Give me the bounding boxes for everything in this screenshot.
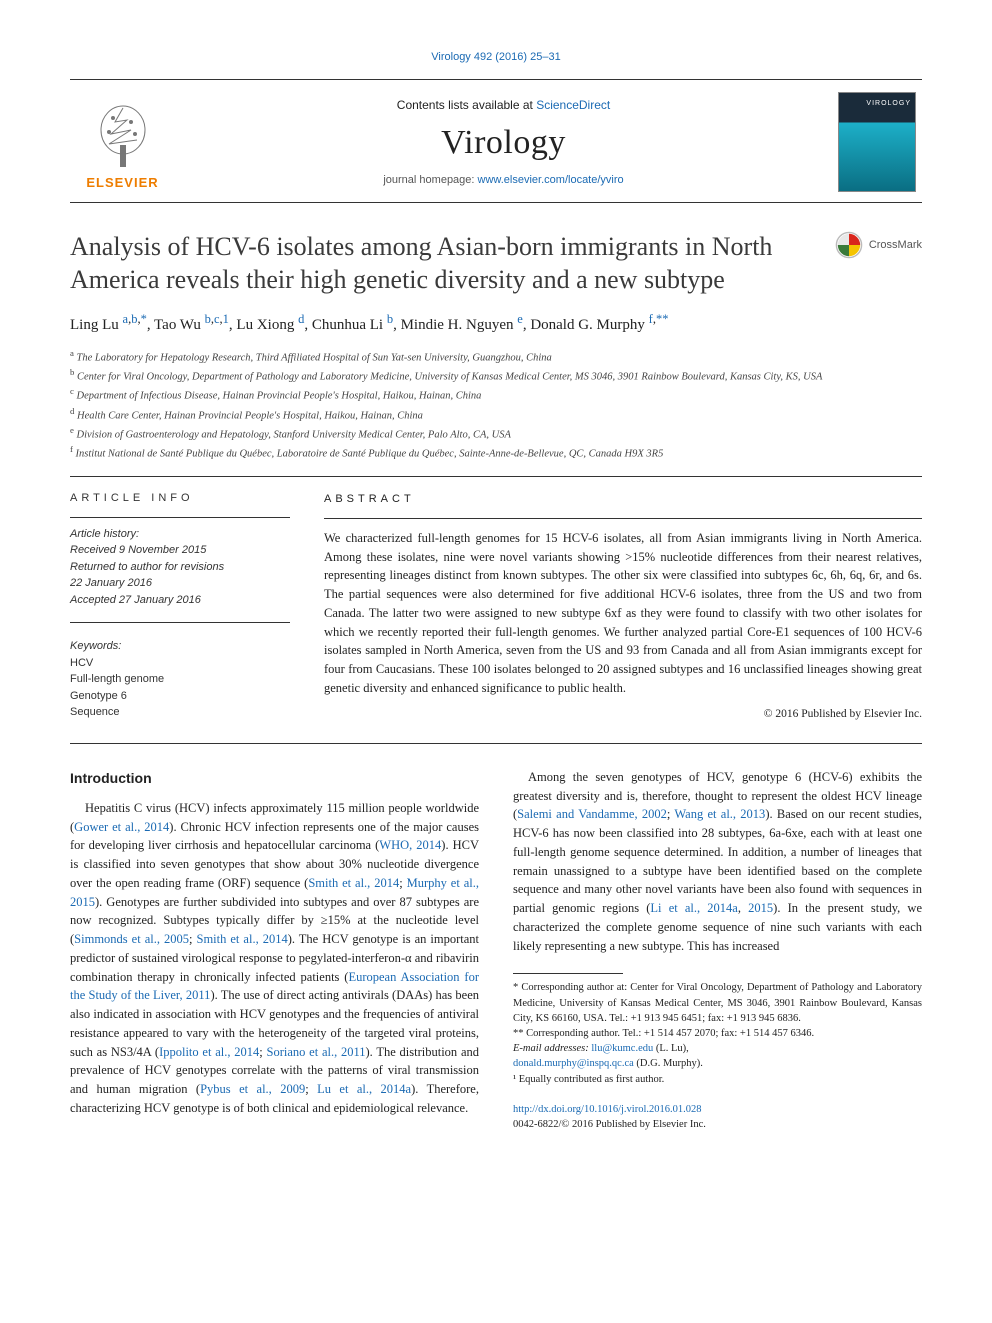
- citation-link[interactable]: Lu et al., 2014a: [317, 1082, 411, 1096]
- history-line: Returned to author for revisions: [70, 559, 290, 576]
- footnote-emails: E-mail addresses: llu@kumc.edu (L. Lu),: [513, 1041, 922, 1056]
- citation-link[interactable]: Smith et al., 2014: [197, 932, 288, 946]
- email-link[interactable]: donald.murphy@inspq.qc.ca: [513, 1058, 634, 1069]
- citation-link[interactable]: Wang et al., 2013: [674, 807, 765, 821]
- footnote-corresponding: ** Corresponding author. Tel.: +1 514 45…: [513, 1026, 922, 1041]
- crossmark-label: CrossMark: [869, 238, 922, 253]
- article-info-heading: ARTICLE INFO: [70, 491, 290, 506]
- abstract-rule: [324, 518, 922, 519]
- homepage-prefix: journal homepage:: [383, 174, 477, 186]
- citation-link[interactable]: Pybus et al., 2009: [200, 1082, 305, 1096]
- abstract-text: We characterized full-length genomes for…: [324, 529, 922, 698]
- article-info-block: ARTICLE INFO Article history: Received 9…: [70, 491, 290, 723]
- email-link[interactable]: llu@kumc.edu: [591, 1043, 653, 1054]
- citation-link[interactable]: 2015: [748, 901, 773, 915]
- citation-link[interactable]: Gower et al., 2014: [74, 820, 169, 834]
- footnotes: * Corresponding author at: Center for Vi…: [513, 980, 922, 1087]
- journal-cover-thumb: VIROLOGY: [832, 92, 922, 192]
- keyword: HCV: [70, 655, 290, 672]
- running-citation: Virology 492 (2016) 25–31: [70, 50, 922, 65]
- doi-block: http://dx.doi.org/10.1016/j.virol.2016.0…: [513, 1103, 922, 1132]
- body-text: ;: [305, 1082, 317, 1096]
- citation-link[interactable]: Simmonds et al., 2005: [74, 932, 189, 946]
- citation-link[interactable]: Soriano et al., 2011: [267, 1045, 366, 1059]
- email-name: (D.G. Murphy).: [634, 1058, 703, 1069]
- sciencedirect-link[interactable]: ScienceDirect: [536, 98, 610, 112]
- article-info-rule: [70, 517, 290, 518]
- journal-homepage-line: journal homepage: www.elsevier.com/locat…: [175, 173, 832, 188]
- affiliation-list: a The Laboratory for Hepatology Research…: [70, 347, 922, 463]
- history-line: Received 9 November 2015: [70, 542, 290, 559]
- citation-link[interactable]: Ippolito et al., 2014: [159, 1045, 259, 1059]
- crossmark-badge[interactable]: CrossMark: [835, 231, 922, 259]
- body-para: Hepatitis C virus (HCV) infects approxim…: [70, 799, 479, 1118]
- footnote-rule: [513, 973, 623, 974]
- footnote-emails: donald.murphy@inspq.qc.ca (D.G. Murphy).: [513, 1056, 922, 1071]
- body-text: ,: [738, 901, 748, 915]
- doi-link[interactable]: http://dx.doi.org/10.1016/j.virol.2016.0…: [513, 1104, 702, 1115]
- journal-homepage-link[interactable]: www.elsevier.com/locate/yviro: [478, 174, 624, 186]
- body-text: ;: [189, 932, 197, 946]
- body-columns: Introduction Hepatitis C virus (HCV) inf…: [70, 768, 922, 1132]
- keywords-label: Keywords:: [70, 639, 290, 654]
- crossmark-icon: [835, 231, 863, 259]
- body-text: ;: [399, 876, 406, 890]
- keyword: Full-length genome: [70, 671, 290, 688]
- abstract-copyright: © 2016 Published by Elsevier Inc.: [324, 706, 922, 723]
- abstract-heading: ABSTRACT: [324, 491, 922, 508]
- cover-label: VIROLOGY: [866, 99, 911, 109]
- emails-label: E-mail addresses:: [513, 1043, 591, 1054]
- body-text: ;: [259, 1045, 266, 1059]
- contents-line: Contents lists available at ScienceDirec…: [175, 97, 832, 114]
- publisher-brand: ELSEVIER: [86, 174, 158, 192]
- citation-link[interactable]: Salemi and Vandamme, 2002: [517, 807, 667, 821]
- abstract-block: ABSTRACT We characterized full-length ge…: [324, 491, 922, 723]
- history-line: 22 January 2016: [70, 575, 290, 592]
- citation-link[interactable]: Smith et al., 2014: [308, 876, 399, 890]
- footnote-equal: ¹ Equally contributed as first author.: [513, 1072, 922, 1087]
- intro-heading: Introduction: [70, 768, 479, 789]
- keyword: Genotype 6: [70, 688, 290, 705]
- top-rule: [70, 79, 922, 80]
- history-label: Article history:: [70, 526, 290, 543]
- history-line: Accepted 27 January 2016: [70, 592, 290, 609]
- citation-link[interactable]: WHO, 2014: [379, 838, 441, 852]
- email-name: (L. Lu),: [653, 1043, 689, 1054]
- citation-link[interactable]: Li et al., 2014a: [650, 901, 737, 915]
- article-title: Analysis of HCV-6 isolates among Asian-b…: [70, 231, 815, 296]
- body-text: ). Based on our recent studies, HCV-6 ha…: [513, 807, 922, 915]
- journal-header: ELSEVIER Contents lists available at Sci…: [70, 92, 922, 203]
- footnote-corresponding: * Corresponding author at: Center for Vi…: [513, 980, 922, 1026]
- keyword: Sequence: [70, 704, 290, 721]
- keywords-rule: [70, 622, 290, 623]
- issn-line: 0042-6822/© 2016 Published by Elsevier I…: [513, 1119, 706, 1130]
- journal-name: Virology: [175, 119, 832, 167]
- body-rule: [70, 743, 922, 744]
- elsevier-tree-icon: [95, 100, 151, 170]
- contents-prefix: Contents lists available at: [397, 98, 536, 112]
- body-para: Among the seven genotypes of HCV, genoty…: [513, 768, 922, 956]
- author-list: Ling Lu a,b,*, Tao Wu b,c,1, Lu Xiong d,…: [70, 310, 922, 337]
- meta-top-rule: [70, 476, 922, 477]
- publisher-logo-block: ELSEVIER: [70, 92, 175, 192]
